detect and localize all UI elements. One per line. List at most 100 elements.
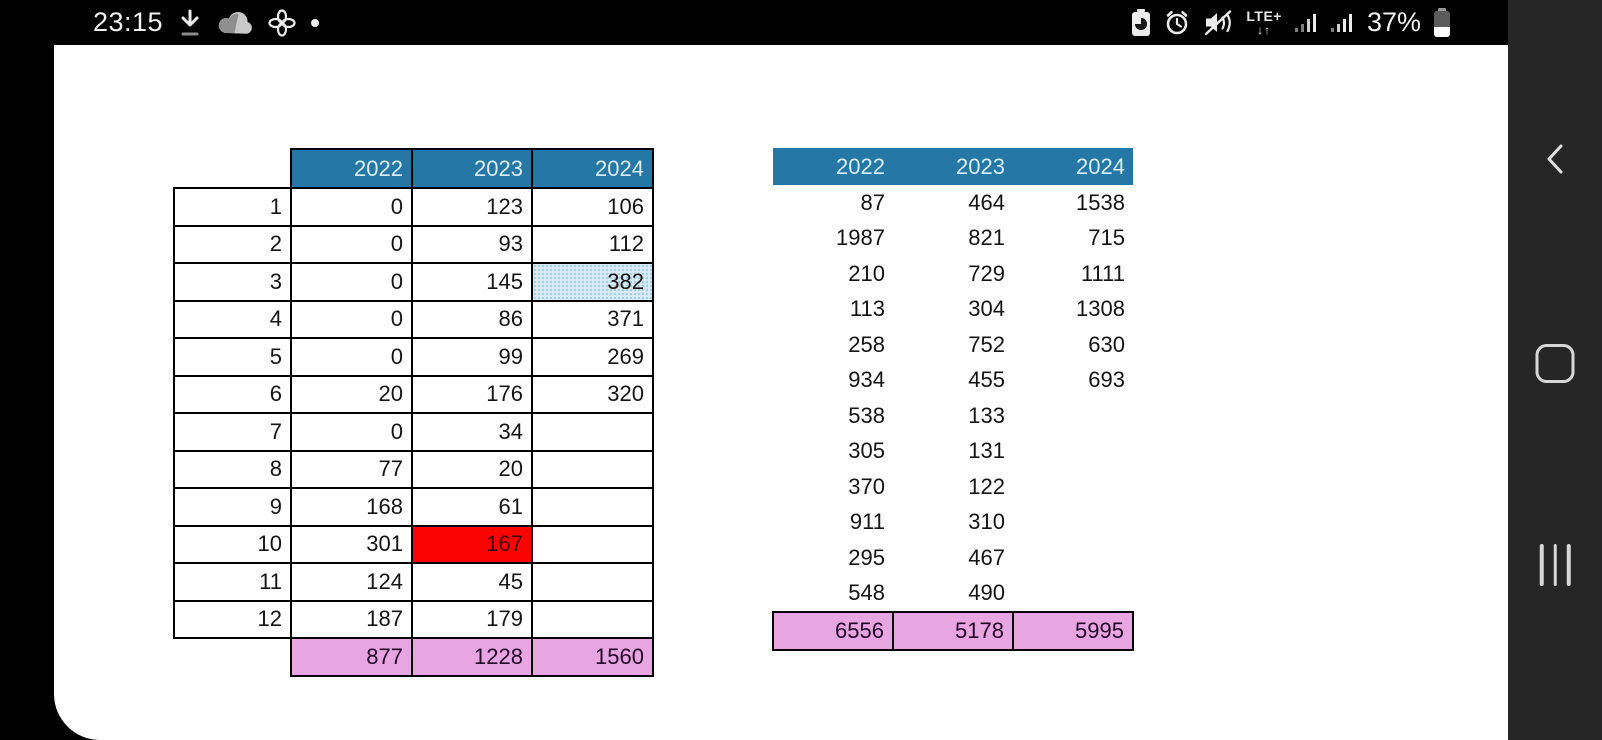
value-cell [1013, 505, 1133, 541]
table-row: 305 131 [773, 434, 1133, 470]
network-type-indicator: LTE+ ↓↑ [1246, 9, 1282, 36]
network-arrows: ↓↑ [1257, 23, 1272, 37]
table-row: 1 0 123 106 [173, 187, 654, 227]
value-cell: 301 [290, 524, 413, 564]
value-cell: 1111 [1080, 260, 1125, 286]
document-page[interactable]: 2022 2023 2024 1 0 123 106 2 0 93 112 3 0 145 382 4 0 86 3… [54, 45, 1508, 740]
total-row: 6556 5178 5995 [772, 611, 1134, 651]
value-cell [531, 487, 654, 527]
table-row: 210 729 1111 [773, 256, 1133, 292]
value-cell: 693 [1088, 367, 1125, 393]
value-cell: 0 [290, 262, 413, 302]
value-cell: 133 [968, 402, 1005, 428]
secondary-values-table: 2022 2023 2024 87 464 1538 1987 821 715 210 729 111… [772, 148, 1134, 651]
row-label-cell: 12 [173, 599, 292, 639]
value-cell: 123 [411, 187, 533, 227]
value-cell: 187 [290, 599, 413, 639]
table-row: 7 0 34 [173, 412, 654, 452]
value-cell [531, 562, 654, 602]
value-cell: 145 [411, 262, 533, 302]
value-cell: 304 [968, 296, 1005, 322]
table-row: 2 0 93 112 [173, 224, 654, 264]
table-row: 6 20 176 320 [173, 374, 654, 414]
value-cell [1013, 469, 1133, 505]
value-cell: 1308 [1076, 296, 1125, 322]
value-cell: 0 [290, 224, 413, 264]
back-button[interactable] [1536, 136, 1574, 185]
back-chevron-icon [1547, 144, 1563, 174]
signal-strength-icon-sim1 [1294, 14, 1316, 32]
value-cell: 112 [531, 224, 654, 264]
value-cell: 370 [848, 473, 885, 499]
year-header-cell: 2024 [531, 148, 654, 189]
table-row: 1987 821 715 [773, 221, 1133, 257]
total-cell: 1560 [531, 637, 654, 677]
row-label-cell: 1 [173, 187, 292, 227]
year-header-cell: 2022 [290, 148, 413, 189]
value-cell: 93 [411, 224, 533, 264]
value-cell: 176 [411, 374, 533, 414]
battery-percent: 37% [1366, 7, 1421, 37]
value-cell [1013, 398, 1133, 434]
value-cell [531, 449, 654, 489]
value-cell: 269 [531, 337, 654, 377]
value-cell [1013, 540, 1133, 576]
year-header-cell: 2023 [893, 148, 1013, 185]
value-cell: 382 [531, 262, 654, 302]
row-label-cell: 10 [173, 524, 292, 564]
table-row: 9 168 61 [173, 487, 654, 527]
value-cell [1013, 434, 1133, 470]
total-cell: 5995 [1012, 611, 1134, 651]
navigation-bar [1508, 0, 1602, 740]
value-cell: 821 [968, 225, 1005, 251]
value-cell: 167 [411, 524, 533, 564]
status-bar-right: LTE+ ↓↑ 37% [1131, 0, 1450, 45]
monthly-values-table: 2022 2023 2024 1 0 123 106 2 0 93 112 3 0 145 382 4 0 86 3… [173, 148, 654, 677]
value-cell: 87 [860, 189, 885, 215]
value-cell: 0 [290, 337, 413, 377]
value-cell: 548 [848, 580, 885, 606]
value-cell: 77 [290, 449, 413, 489]
battery-saver-icon [1132, 8, 1151, 36]
row-label-cell: 3 [173, 262, 292, 302]
signal-strength-icon-sim2 [1330, 14, 1352, 32]
value-cell [531, 412, 654, 452]
value-cell: 210 [848, 260, 885, 286]
table-row: 87 464 1538 [773, 185, 1133, 221]
value-cell: 455 [968, 367, 1005, 393]
value-cell: 86 [411, 299, 533, 339]
row-label-cell: 6 [173, 374, 292, 414]
value-cell: 752 [968, 331, 1005, 357]
recents-button[interactable] [1534, 538, 1577, 592]
total-cell: 1228 [411, 637, 533, 677]
status-bar: 23:15 [0, 0, 1508, 45]
value-cell: 630 [1088, 331, 1125, 357]
recents-bars-icon [1539, 544, 1571, 586]
row-label-cell: 9 [173, 487, 292, 527]
onedrive-cloud-icon [218, 12, 253, 34]
value-cell [531, 599, 654, 639]
row-label-cell: 4 [173, 299, 292, 339]
value-cell: 20 [411, 449, 533, 489]
row-label-cell: 5 [173, 337, 292, 377]
home-button[interactable] [1530, 338, 1581, 389]
total-cell: 877 [290, 637, 413, 677]
home-squircle-icon [1535, 344, 1575, 383]
value-cell: 371 [531, 299, 654, 339]
value-cell [1013, 576, 1133, 613]
year-header-cell: 2023 [411, 148, 533, 189]
download-icon [181, 9, 199, 35]
year-header-cell: 2022 [773, 148, 893, 185]
table-row: 370 122 [773, 469, 1133, 505]
value-cell: 729 [968, 260, 1005, 286]
value-cell: 1987 [836, 225, 885, 251]
table-row: 295 467 [773, 540, 1133, 576]
value-cell: 34 [411, 412, 533, 452]
value-cell: 1538 [1076, 189, 1125, 215]
value-cell: 61 [411, 487, 533, 527]
value-cell: 179 [411, 599, 533, 639]
value-cell: 0 [290, 412, 413, 452]
table-row: 538 133 [773, 398, 1133, 434]
value-cell: 911 [849, 509, 885, 535]
clock: 23:15 [93, 7, 164, 37]
